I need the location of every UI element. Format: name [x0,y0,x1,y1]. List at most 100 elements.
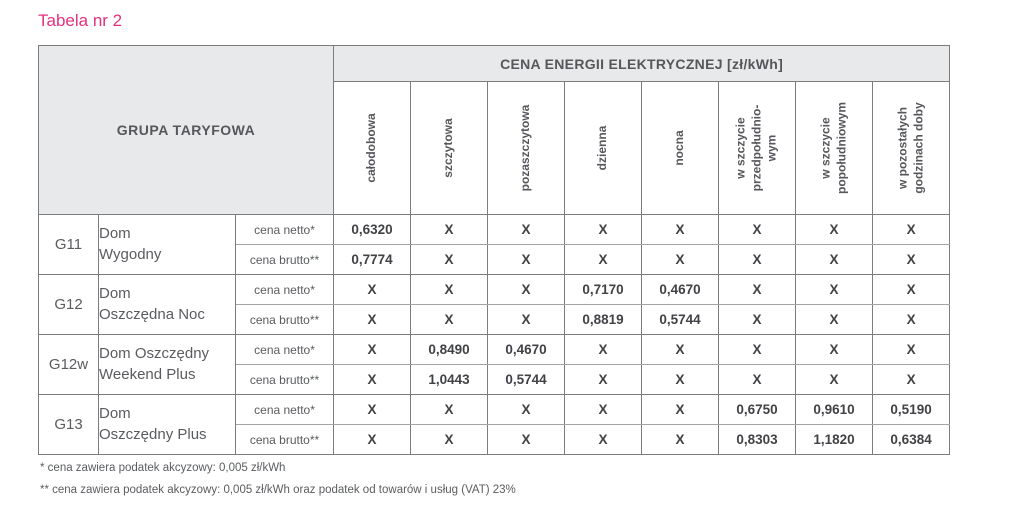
column-header-label: dzienna [595,125,610,171]
value-cell: X [718,304,797,335]
value-cell: 0,6384 [872,424,951,455]
value-cell: 0,7170 [564,274,643,305]
value-cell: X [718,244,797,275]
value-cell: 1,0443 [410,364,489,395]
value-cell: X [795,334,874,365]
value-cell: X [564,244,643,275]
footnote-netto: * cena zawiera podatek akcyzowy: 0,005 z… [40,462,286,474]
column-header-pozostale-godziny: w pozostałych godzinach doby [872,81,951,215]
value-cell: X [564,214,643,245]
table-title: Tabela nr 2 [38,11,123,30]
tariff-code: G13 [38,394,99,455]
value-cell: X [487,274,566,305]
table-row: cena brutto** X 1,0443 0,5744 X X X X X [39,364,951,395]
value-cell: X [641,364,720,395]
table-row: G12 Dom Oszczędna Noc cena netto* X X X … [38,274,951,335]
value-cell: X [872,214,951,245]
value-cell: X [410,244,489,275]
table-row: G13 Dom Oszczędny Plus cena netto* X X X… [38,394,951,455]
value-cell: 0,8819 [564,304,643,335]
table-row: cena brutto** 0,7774 X X X X X X X [39,244,951,275]
column-header-label: w pozostałych godzinach doby [895,102,926,194]
value-cell: 0,8490 [410,334,489,365]
value-cell: 0,6320 [333,214,412,245]
value-cell: X [795,214,874,245]
value-cell: 0,4670 [487,334,566,365]
price-type-label: cena netto* [234,274,335,305]
value-cell: X [410,394,489,425]
column-header-label: szczytowa [441,118,456,178]
value-cell: 0,7774 [333,244,412,275]
value-cell: X [641,424,720,455]
column-header-szczytowa: szczytowa [410,81,489,215]
value-cell: X [718,334,797,365]
value-cell: X [564,424,643,455]
value-cell: X [564,394,643,425]
value-cell: X [641,214,720,245]
value-cell: 1,1820 [795,424,874,455]
value-cell: X [333,304,412,335]
value-cell: X [410,304,489,335]
value-cell: X [487,244,566,275]
column-header-pozaszczytowa: pozaszczytowa [487,81,566,215]
value-cell: 0,4670 [641,274,720,305]
value-cell: X [718,364,797,395]
tariff-code: G12w [38,334,99,395]
value-cell: X [795,244,874,275]
value-cell: 0,5744 [487,364,566,395]
value-cell: 0,5744 [641,304,720,335]
value-cell: X [410,214,489,245]
price-type-label: cena brutto** [234,424,335,455]
column-header-szczyt-przedpoludniowy: w szczycie przedpołudnio- wym [718,81,797,215]
price-type-label: cena netto* [234,214,335,245]
value-cell: X [564,364,643,395]
tariff-code: G12 [38,274,99,335]
value-cell: X [487,304,566,335]
value-cell: 0,8303 [718,424,797,455]
column-header-label: w szczycie popołudniowym [818,102,849,194]
value-cell: X [872,334,951,365]
value-cell: X [795,274,874,305]
column-header-label: pozaszczytowa [518,104,533,192]
value-cell: 0,9610 [795,394,874,425]
column-header-szczyt-popoludniowy: w szczycie popołudniowym [795,81,874,215]
table-row: cena brutto** X X X 0,8819 0,5744 X X X [39,304,951,335]
value-cell: 0,5190 [872,394,951,425]
tariff-name: Dom Oszczędny Plus [98,394,236,455]
price-type-label: cena brutto** [234,304,335,335]
price-type-label: cena brutto** [234,244,335,275]
value-cell: X [333,274,412,305]
value-cell: X [333,394,412,425]
price-type-label: cena netto* [234,334,335,365]
value-cell: X [872,274,951,305]
value-cell: X [641,334,720,365]
table-row: G11 Dom Wygodny cena netto* 0,6320 X X X… [38,214,951,275]
column-header-label: całodobowa [364,113,379,183]
tariff-table: GRUPA TARYFOWA CENA ENERGII ELEKTRYCZNEJ… [37,45,951,455]
value-cell: X [410,274,489,305]
value-cell: X [564,334,643,365]
value-cell: 0,6750 [718,394,797,425]
value-cell: X [718,274,797,305]
value-cell: X [410,424,489,455]
price-header: CENA ENERGII ELEKTRYCZNEJ [zł/kWh] [333,45,951,82]
column-header-label: w szczycie przedpołudnio- wym [733,104,779,192]
value-cell: X [641,244,720,275]
column-header-calodobowa: całodobowa [333,81,412,215]
table-row: G12w Dom Oszczędny Weekend Plus cena net… [38,334,951,395]
value-cell: X [795,304,874,335]
column-header-label: nocna [672,130,687,166]
tariff-name: Dom Oszczędna Noc [98,274,236,335]
value-cell: X [487,424,566,455]
value-cell: X [718,214,797,245]
value-cell: X [795,364,874,395]
value-cell: X [641,394,720,425]
footnotes: * cena zawiera podatek akcyzowy: 0,005 z… [40,458,516,502]
value-cell: X [333,364,412,395]
price-type-label: cena netto* [234,394,335,425]
value-cell: X [487,394,566,425]
column-header-dzienna: dzienna [564,81,643,215]
value-cell: X [872,244,951,275]
value-cell: X [872,304,951,335]
